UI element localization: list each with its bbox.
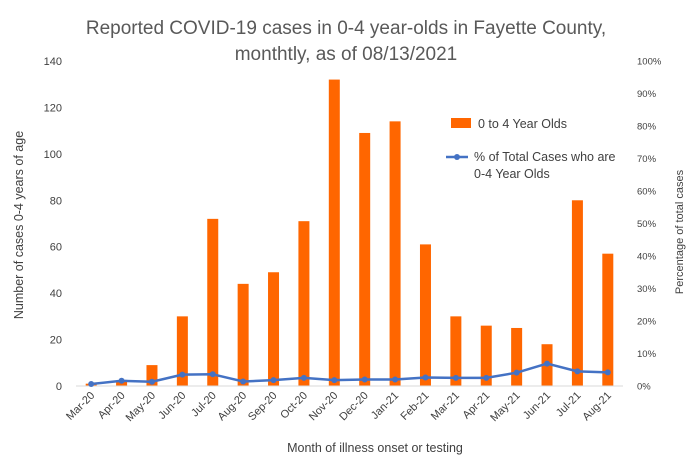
y2-tick-label: 30% xyxy=(637,284,657,295)
line-point xyxy=(148,378,155,385)
bar xyxy=(480,325,492,386)
y-tick-label: 100 xyxy=(44,149,62,161)
legend-label-line-2: 0-4 Year Olds xyxy=(474,167,550,181)
bar xyxy=(511,327,523,386)
x-tick-label: May-21 xyxy=(488,390,522,424)
y2-tick-label: 100% xyxy=(637,57,662,68)
line-point xyxy=(483,374,490,381)
chart-title-line-2: monthtly, as of 08/13/2021 xyxy=(235,44,458,65)
y2-tick-label: 90% xyxy=(637,89,657,100)
bar xyxy=(359,132,371,386)
bar xyxy=(268,272,280,386)
line-point xyxy=(544,360,551,367)
y-tick-label: 140 xyxy=(44,56,62,68)
y-axis-label: Number of cases 0-4 years of age xyxy=(12,131,26,319)
line-point xyxy=(574,368,581,375)
bar xyxy=(571,200,583,386)
y-tick-label: 40 xyxy=(50,288,62,300)
y2-tick-label: 80% xyxy=(637,122,657,133)
x-tick-label: Dec-20 xyxy=(337,390,371,424)
x-tick-label: Sep-20 xyxy=(246,390,280,424)
line-point xyxy=(392,376,399,383)
y-tick-label: 80 xyxy=(50,195,62,207)
legend-label-line-1: % of Total Cases who are xyxy=(474,150,616,164)
chart-title-line-1: Reported COVID-19 cases in 0-4 year-olds… xyxy=(86,18,606,39)
line-point xyxy=(604,369,611,376)
x-tick-label: Apr-21 xyxy=(461,390,493,422)
bar xyxy=(207,218,219,386)
x-tick-label: Nov-20 xyxy=(307,390,341,424)
series-line xyxy=(91,362,608,386)
line-point xyxy=(179,371,186,378)
line-point xyxy=(300,374,307,381)
x-tick-label: May-20 xyxy=(124,390,158,424)
bar xyxy=(419,244,431,386)
line-point xyxy=(452,374,459,381)
x-tick-label: Mar-20 xyxy=(64,390,97,423)
bar xyxy=(237,283,249,386)
y2-tick-label: 0% xyxy=(637,382,651,393)
x-tick-label: Mar-21 xyxy=(429,390,462,423)
line-point xyxy=(331,377,338,384)
bar xyxy=(328,79,340,387)
y2-tick-label: 20% xyxy=(637,317,657,328)
legend: 0 to 4 Year Olds % of Total Cases who ar… xyxy=(446,117,616,181)
line-point xyxy=(513,369,520,376)
x-tick-label: Feb-21 xyxy=(398,390,431,423)
x-tick-label: Aug-20 xyxy=(216,390,250,424)
y-tick-label: 0 xyxy=(56,381,62,393)
y-tick-label: 20 xyxy=(50,335,62,347)
line-series xyxy=(88,360,611,388)
line-point xyxy=(118,377,125,384)
bar xyxy=(389,121,401,386)
bar xyxy=(298,221,310,386)
x-tick-label: Aug-21 xyxy=(580,390,614,424)
y2-tick-label: 10% xyxy=(637,349,657,360)
x-tick-label: Apr-20 xyxy=(96,390,128,422)
bar xyxy=(176,316,188,386)
legend-label-bars: 0 to 4 Year Olds xyxy=(478,117,567,131)
bar xyxy=(602,253,614,386)
y2-tick-label: 60% xyxy=(637,187,657,198)
legend-swatch-bars xyxy=(451,118,471,128)
line-point xyxy=(88,381,95,388)
line-point xyxy=(422,374,429,381)
line-point xyxy=(361,376,368,383)
x-tick-label: Jun-21 xyxy=(521,390,553,422)
y-axis-ticks: 0 20 40 60 80 100 120 140 xyxy=(44,56,62,393)
x-tick-label: Jan-21 xyxy=(369,390,401,422)
y2-tick-label: 40% xyxy=(637,252,657,263)
y-tick-label: 120 xyxy=(44,102,62,114)
line-point xyxy=(270,377,277,384)
line-point xyxy=(209,371,216,378)
y2-axis-label: Percentage of total cases xyxy=(674,169,686,294)
y2-axis-ticks: 0% 10% 20% 30% 40% 50% 60% 70% 80% 90% 100% xyxy=(637,57,662,393)
x-tick-label: Jun-20 xyxy=(156,390,188,422)
bar xyxy=(450,316,462,386)
x-tick-label: Oct-20 xyxy=(278,390,310,422)
legend-swatch-marker xyxy=(454,154,460,160)
line-point xyxy=(240,378,247,385)
x-axis-label: Month of illness onset or testing xyxy=(287,441,463,455)
bar xyxy=(146,365,158,386)
y2-tick-label: 50% xyxy=(637,219,657,230)
y-tick-label: 60 xyxy=(50,242,62,254)
y2-tick-label: 70% xyxy=(637,154,657,165)
